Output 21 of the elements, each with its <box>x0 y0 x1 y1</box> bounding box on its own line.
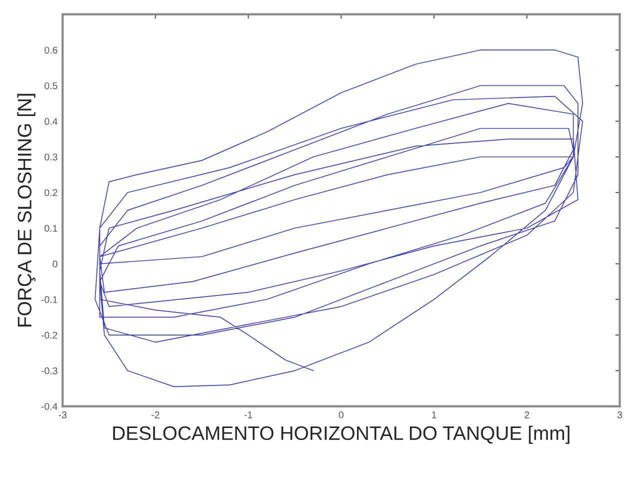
y-tick-label: 0.6 <box>44 46 58 54</box>
x-tick-label: 0 <box>338 411 344 418</box>
y-tick-label: 0.4 <box>44 118 58 125</box>
y-tick-label: 0.2 <box>44 189 58 196</box>
x-tick-label: 3 <box>617 411 622 418</box>
x-tick-label: -1 <box>244 412 252 418</box>
y-axis-title: FORÇA DE SLOSHING [N] <box>17 94 36 326</box>
y-tick-label: -0.4 <box>41 403 58 410</box>
y-tick-label: -0.2 <box>41 332 58 339</box>
x-tick-label: -3 <box>58 411 66 418</box>
y-tick-label: 0.1 <box>44 224 58 232</box>
y-tick-label: 0.5 <box>44 82 58 90</box>
x-tick-label: 1 <box>432 412 436 418</box>
line-series <box>94 50 584 388</box>
y-tick-label: -0.1 <box>41 296 58 304</box>
x-axis-title: DESLOCAMENTO HORIZONTAL DO TANQUE [mm] <box>113 426 570 444</box>
x-tick-label: 2 <box>524 411 530 418</box>
y-tick-label: -0.3 <box>41 367 58 374</box>
y-tick-label: 0.3 <box>44 154 58 160</box>
x-tick-label: -2 <box>152 411 160 418</box>
y-tick-label: 0 <box>52 260 58 268</box>
